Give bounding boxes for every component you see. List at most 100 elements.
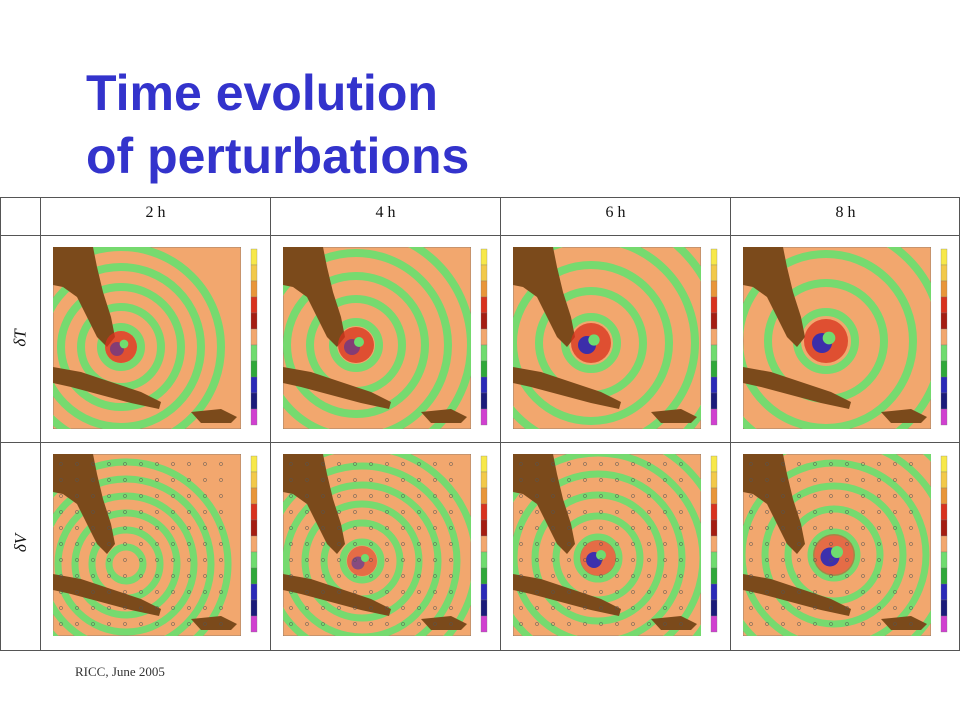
vector-marker bbox=[909, 622, 913, 626]
color-scale-step bbox=[480, 599, 488, 617]
vector-marker bbox=[749, 510, 753, 514]
vector-marker bbox=[861, 542, 865, 546]
vector-marker bbox=[433, 606, 437, 610]
vector-marker bbox=[599, 462, 603, 466]
vector-marker bbox=[369, 574, 373, 578]
vector-marker bbox=[535, 478, 539, 482]
vector-marker bbox=[433, 622, 437, 626]
divider bbox=[40, 198, 41, 650]
vector-marker bbox=[449, 494, 453, 498]
vector-marker bbox=[91, 542, 95, 546]
vector-marker bbox=[321, 494, 325, 498]
vector-marker bbox=[765, 494, 769, 498]
cuba-land bbox=[53, 367, 161, 409]
vector-marker bbox=[583, 622, 587, 626]
vector-marker bbox=[385, 606, 389, 610]
vector-marker bbox=[123, 558, 127, 562]
vector-marker bbox=[433, 574, 437, 578]
vector-marker bbox=[417, 606, 421, 610]
vector-marker bbox=[631, 478, 635, 482]
slide-title: Time evolution of perturbations bbox=[86, 62, 469, 188]
wave-band bbox=[97, 323, 145, 371]
vector-marker bbox=[599, 622, 603, 626]
vector-marker bbox=[203, 510, 207, 514]
vector-marker bbox=[321, 510, 325, 514]
color-scale-step bbox=[250, 455, 258, 473]
color-scale-step bbox=[250, 567, 258, 585]
vector-marker bbox=[449, 590, 453, 594]
color-scale-step bbox=[940, 392, 948, 410]
color-scale-step bbox=[250, 312, 258, 330]
vector-marker bbox=[615, 510, 619, 514]
vector-marker bbox=[203, 462, 207, 466]
hispaniola-land bbox=[881, 409, 927, 423]
vector-marker bbox=[797, 590, 801, 594]
vector-marker bbox=[59, 590, 63, 594]
vector-marker bbox=[765, 622, 769, 626]
vector-marker bbox=[123, 606, 127, 610]
color-scale-step bbox=[250, 360, 258, 378]
vector-marker bbox=[749, 606, 753, 610]
vector-marker bbox=[551, 510, 555, 514]
vector-marker bbox=[535, 526, 539, 530]
vector-marker bbox=[663, 526, 667, 530]
vector-marker bbox=[679, 494, 683, 498]
vector-marker bbox=[91, 494, 95, 498]
vector-marker bbox=[401, 526, 405, 530]
vector-marker bbox=[321, 606, 325, 610]
vector-marker bbox=[813, 478, 817, 482]
vector-marker bbox=[615, 462, 619, 466]
vector-marker bbox=[59, 606, 63, 610]
vector-marker bbox=[75, 606, 79, 610]
vector-marker bbox=[845, 606, 849, 610]
vector-marker bbox=[337, 606, 341, 610]
vector-marker bbox=[187, 574, 191, 578]
vector-marker bbox=[171, 462, 175, 466]
vector-marker bbox=[59, 542, 63, 546]
vector-marker bbox=[385, 558, 389, 562]
vector-marker bbox=[59, 574, 63, 578]
vector-marker bbox=[305, 462, 309, 466]
vector-marker bbox=[75, 462, 79, 466]
vector-marker bbox=[845, 494, 849, 498]
color-scale-step bbox=[710, 519, 718, 537]
vector-marker bbox=[75, 542, 79, 546]
vector-marker bbox=[877, 558, 881, 562]
anomaly-center bbox=[588, 334, 600, 346]
vector-marker bbox=[679, 574, 683, 578]
vector-marker bbox=[433, 510, 437, 514]
vector-marker bbox=[567, 478, 571, 482]
vector-marker bbox=[155, 478, 159, 482]
vector-marker bbox=[909, 574, 913, 578]
vector-marker bbox=[171, 606, 175, 610]
vector-marker bbox=[647, 462, 651, 466]
vector-marker bbox=[781, 494, 785, 498]
vector-marker bbox=[519, 606, 523, 610]
vector-marker bbox=[433, 462, 437, 466]
vector-marker bbox=[123, 478, 127, 482]
color-scale-step bbox=[250, 487, 258, 505]
vector-marker bbox=[91, 558, 95, 562]
vector-marker bbox=[829, 558, 833, 562]
cuba-land bbox=[513, 367, 621, 409]
vector-marker bbox=[797, 510, 801, 514]
vector-marker bbox=[187, 462, 191, 466]
cuba-land bbox=[283, 367, 391, 409]
vector-marker bbox=[893, 590, 897, 594]
vector-marker bbox=[449, 558, 453, 562]
vector-marker bbox=[385, 462, 389, 466]
vector-marker bbox=[535, 542, 539, 546]
title-line-2: of perturbations bbox=[86, 128, 470, 184]
vector-marker bbox=[631, 558, 635, 562]
vector-marker bbox=[567, 526, 571, 530]
vector-marker bbox=[219, 526, 223, 530]
vector-marker bbox=[337, 542, 341, 546]
vector-marker bbox=[219, 622, 223, 626]
vector-marker bbox=[551, 542, 555, 546]
vector-marker bbox=[401, 622, 405, 626]
color-scale-step bbox=[480, 535, 488, 553]
vector-marker bbox=[599, 510, 603, 514]
vector-marker bbox=[187, 510, 191, 514]
footer-text: RICC, June 2005 bbox=[75, 664, 165, 679]
vector-marker bbox=[567, 622, 571, 626]
